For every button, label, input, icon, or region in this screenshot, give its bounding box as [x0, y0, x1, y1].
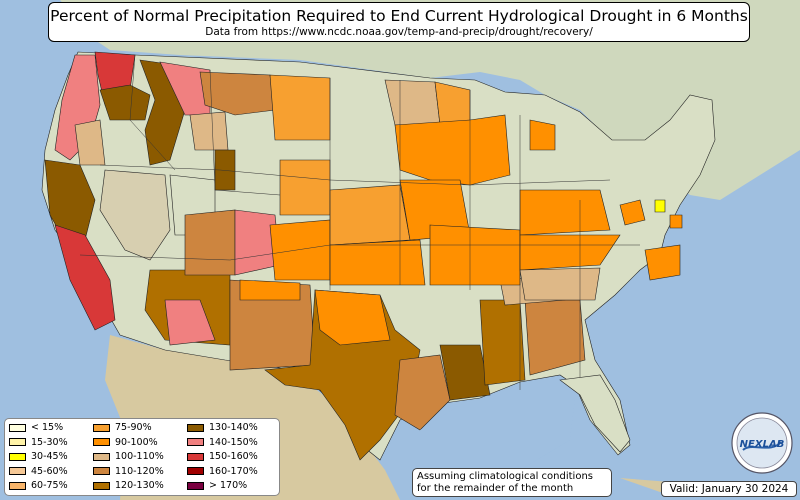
- legend-swatch: [93, 481, 110, 490]
- map-title: Percent of Normal Precipitation Required…: [50, 7, 748, 25]
- legend-swatch: [187, 452, 204, 461]
- legend-swatch: [93, 423, 110, 432]
- canada-land: [60, 0, 800, 200]
- nexlab-logo: NEXLAB: [731, 412, 793, 474]
- legend-swatch: [9, 452, 26, 461]
- assumption-note: Assuming climatological conditions for t…: [412, 468, 612, 497]
- legend-item: 30-45%: [9, 451, 68, 462]
- legend-swatch: [187, 438, 204, 446]
- legend-label: 75-90%: [115, 422, 152, 433]
- legend-item: 110-120%: [93, 466, 164, 477]
- legend-swatch: [93, 452, 110, 461]
- legend-label: 30-45%: [31, 451, 68, 462]
- legend-label: 15-30%: [31, 436, 68, 448]
- legend: < 15% 15-30% 30-45% 45-60% 60-75% 75-90% 90-10…: [4, 418, 280, 496]
- legend-label: 140-150%: [209, 436, 258, 448]
- legend-swatch: [187, 467, 204, 475]
- legend-label: 130-140%: [209, 422, 258, 433]
- legend-label: < 15%: [31, 422, 64, 433]
- legend-swatch: [187, 423, 204, 432]
- legend-item: 150-160%: [187, 451, 258, 462]
- map-subtitle: Data from https://www.ncdc.noaa.gov/temp…: [205, 26, 593, 38]
- legend-item: > 170%: [187, 480, 247, 491]
- legend-item: 15-30%: [9, 437, 68, 448]
- legend-label: 150-160%: [209, 451, 258, 462]
- drought-regions: [44, 51, 683, 461]
- legend-item: 45-60%: [9, 466, 68, 477]
- legend-label: 100-110%: [115, 451, 164, 462]
- legend-item: < 15%: [9, 422, 63, 433]
- state-boundaries: [79, 54, 640, 390]
- legend-label: 160-170%: [209, 465, 258, 477]
- legend-label: 120-130%: [115, 480, 164, 491]
- legend-item: 130-140%: [187, 422, 258, 433]
- legend-item: 75-90%: [93, 422, 152, 433]
- legend-label: 90-100%: [115, 436, 158, 448]
- nexlab-logo-text: NEXLAB: [740, 439, 785, 450]
- legend-label: 60-75%: [31, 480, 68, 491]
- legend-swatch: [9, 481, 26, 490]
- legend-item: 60-75%: [9, 480, 68, 491]
- title-box: Percent of Normal Precipitation Required…: [48, 2, 750, 42]
- legend-item: 160-170%: [187, 466, 258, 477]
- legend-swatch: [9, 467, 26, 475]
- legend-label: 110-120%: [115, 465, 164, 477]
- legend-label: 45-60%: [31, 465, 68, 477]
- florida: [559, 374, 631, 453]
- legend-item: 90-100%: [93, 437, 158, 448]
- legend-swatch: [9, 423, 26, 432]
- legend-swatch: [187, 481, 204, 490]
- legend-label: > 170%: [209, 480, 248, 491]
- gulf-of-mexico: [420, 385, 575, 470]
- legend-swatch: [93, 438, 110, 446]
- legend-item: 120-130%: [93, 480, 164, 491]
- legend-item: 100-110%: [93, 451, 164, 462]
- valid-date: Valid: January 30 2024: [661, 481, 797, 497]
- legend-swatch: [9, 438, 26, 446]
- legend-item: 140-150%: [187, 437, 258, 448]
- legend-swatch: [93, 467, 110, 475]
